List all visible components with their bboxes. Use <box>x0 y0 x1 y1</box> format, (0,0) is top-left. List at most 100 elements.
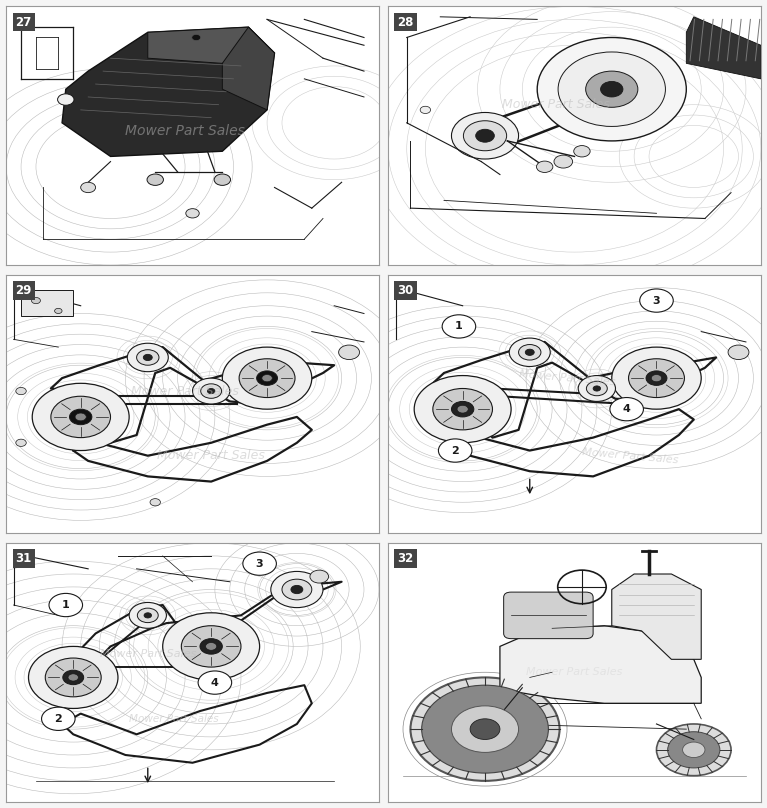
Circle shape <box>339 345 360 360</box>
Circle shape <box>610 398 644 421</box>
Circle shape <box>147 174 163 185</box>
Circle shape <box>81 183 96 192</box>
Circle shape <box>422 685 548 773</box>
Circle shape <box>150 499 160 506</box>
Text: Mower Part Sales: Mower Part Sales <box>100 649 196 659</box>
Circle shape <box>32 383 129 451</box>
Circle shape <box>291 585 303 594</box>
Circle shape <box>554 155 573 168</box>
Text: 2: 2 <box>451 445 459 456</box>
Circle shape <box>476 129 495 142</box>
Circle shape <box>127 343 168 372</box>
Circle shape <box>206 642 217 650</box>
Circle shape <box>181 625 241 667</box>
Circle shape <box>200 638 222 654</box>
Text: 32: 32 <box>397 552 413 565</box>
Circle shape <box>640 289 673 312</box>
Circle shape <box>310 570 328 583</box>
Circle shape <box>439 439 472 462</box>
Circle shape <box>536 161 553 172</box>
Circle shape <box>518 344 541 360</box>
Circle shape <box>239 359 295 398</box>
Circle shape <box>257 371 278 385</box>
Circle shape <box>16 388 26 394</box>
FancyBboxPatch shape <box>21 290 73 316</box>
Circle shape <box>201 384 222 398</box>
Text: 1: 1 <box>62 600 70 610</box>
Circle shape <box>509 338 550 367</box>
Circle shape <box>463 120 507 151</box>
Text: Mower Part Sales: Mower Part Sales <box>129 713 219 724</box>
Circle shape <box>186 208 199 218</box>
Circle shape <box>593 386 601 391</box>
Text: 1: 1 <box>455 322 463 331</box>
Circle shape <box>657 724 731 776</box>
Circle shape <box>193 378 230 404</box>
Polygon shape <box>612 574 701 659</box>
Circle shape <box>683 742 705 758</box>
Circle shape <box>28 646 118 709</box>
Circle shape <box>243 552 276 575</box>
Circle shape <box>49 593 83 617</box>
Circle shape <box>58 94 74 105</box>
Text: 28: 28 <box>397 15 413 28</box>
Text: Mower Part Sales: Mower Part Sales <box>131 385 239 398</box>
Circle shape <box>271 571 323 608</box>
Polygon shape <box>500 625 701 703</box>
Circle shape <box>222 347 312 409</box>
Text: 31: 31 <box>15 552 31 565</box>
Circle shape <box>420 107 430 113</box>
Circle shape <box>68 674 78 681</box>
Text: 30: 30 <box>397 284 413 297</box>
Circle shape <box>457 406 468 413</box>
Circle shape <box>143 355 153 360</box>
Text: 3: 3 <box>256 558 263 569</box>
Circle shape <box>414 376 511 443</box>
Text: 2: 2 <box>54 713 62 724</box>
Circle shape <box>31 297 41 304</box>
Circle shape <box>282 579 312 600</box>
Circle shape <box>137 608 158 623</box>
Circle shape <box>163 612 259 680</box>
Circle shape <box>137 350 159 365</box>
Text: 3: 3 <box>653 296 660 305</box>
Text: 4: 4 <box>211 678 219 688</box>
Circle shape <box>452 402 474 417</box>
Circle shape <box>63 670 84 684</box>
Circle shape <box>525 349 535 356</box>
Circle shape <box>470 719 500 739</box>
Circle shape <box>442 315 476 338</box>
Circle shape <box>612 347 701 409</box>
Circle shape <box>651 375 662 381</box>
Circle shape <box>144 612 152 618</box>
Circle shape <box>45 658 101 696</box>
Circle shape <box>410 677 560 781</box>
Text: Mower Part Sales: Mower Part Sales <box>518 369 615 387</box>
Circle shape <box>574 145 590 157</box>
Circle shape <box>586 71 638 107</box>
Polygon shape <box>62 27 275 157</box>
Polygon shape <box>222 27 275 110</box>
Circle shape <box>192 35 201 40</box>
Circle shape <box>646 371 667 385</box>
Circle shape <box>41 707 75 730</box>
Circle shape <box>129 603 166 629</box>
Circle shape <box>601 82 623 97</box>
Circle shape <box>667 732 720 768</box>
Text: Mower Part Sales: Mower Part Sales <box>157 449 265 462</box>
Text: Mower Part Sales: Mower Part Sales <box>502 99 610 112</box>
FancyBboxPatch shape <box>504 592 593 638</box>
Text: 27: 27 <box>15 15 31 28</box>
Text: 4: 4 <box>623 404 630 415</box>
Circle shape <box>537 37 686 141</box>
Circle shape <box>587 381 607 396</box>
Circle shape <box>558 52 666 126</box>
Polygon shape <box>148 27 275 63</box>
Circle shape <box>214 174 231 185</box>
Circle shape <box>452 706 518 752</box>
Circle shape <box>578 376 615 402</box>
Circle shape <box>207 389 215 393</box>
Circle shape <box>452 112 518 159</box>
Circle shape <box>16 440 26 446</box>
Text: Mower Part Sales: Mower Part Sales <box>582 447 679 465</box>
